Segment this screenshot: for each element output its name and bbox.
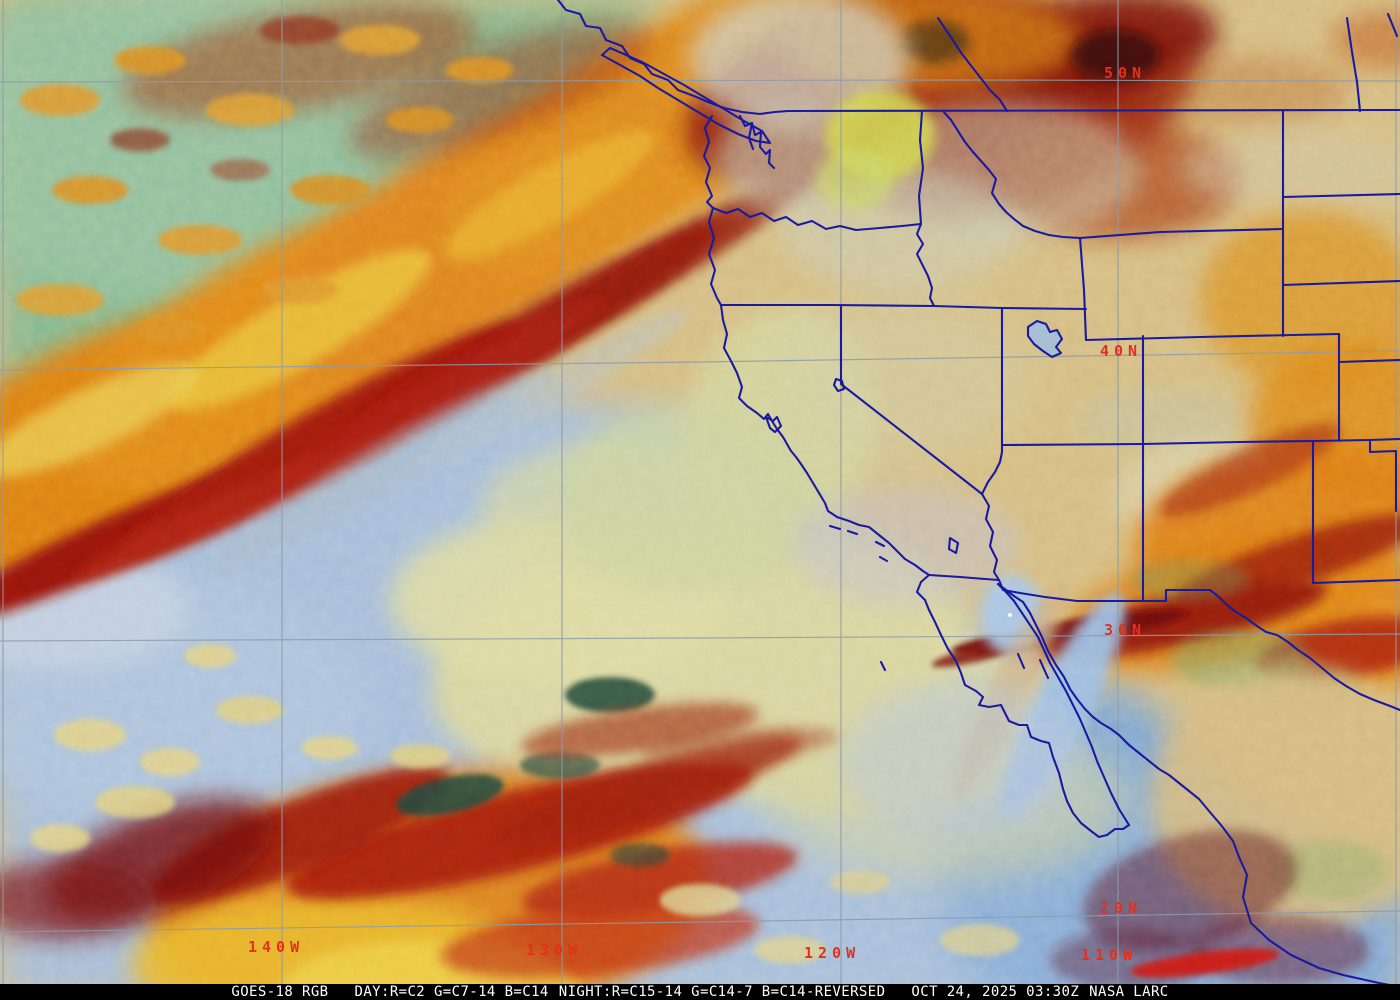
canada-border [786,12,1400,113]
lat-label-40n: 40N [1100,342,1143,360]
sd-ne-border [1281,279,1400,287]
lat-label-20n: 20N [1100,899,1143,917]
oklahoma-panhandle-border [1368,438,1398,513]
salton-sea [947,536,960,555]
california-nevada-border [839,303,984,496]
pacific-coastline [702,114,931,672]
oregon-idaho-border [915,222,936,308]
san-francisco-bay [764,415,783,434]
lon-label-110w: 110W [1081,946,1138,964]
caption-datetime: OCT 24, 2025 03:30Z [911,984,1080,1000]
lon-label-120w: 120W [804,944,861,962]
nebraska-kansas-border [1337,358,1400,364]
41n-borders [1084,332,1341,342]
lat-label-30n: 30N [1104,621,1147,639]
lon-label-130w: 130W [526,941,583,959]
newmexico-texas-border [1311,439,1400,585]
washington-idaho-border [917,109,925,226]
baja-california-coastline [915,573,1131,839]
37n-borders [1000,437,1400,447]
mexico-mainland-coastline [1021,600,1400,989]
caption-night-recipe: NIGHT:R=C15-14 G=C14-7 B=C14-REVERSED [558,984,886,1000]
washington-oregon-border [711,206,923,232]
lake-tahoe [832,377,846,393]
vancouver-island [600,46,772,145]
latitude-gridlines [0,79,1400,933]
lon-label-140w: 140W [248,938,305,956]
california-arizona-border [980,492,1001,582]
great-salt-lake [1026,319,1064,359]
lat-label-50n: 50N [1104,64,1147,82]
idaho-montana-border [941,109,1082,240]
bc-coastline [556,0,790,116]
montana-wyoming-border [1078,227,1285,240]
caption-credit: NASA LARC [1089,984,1169,1000]
nd-sd-border [1281,192,1400,199]
idaho-wyoming-border [1078,236,1088,342]
42n-borders [720,303,1088,311]
offshore-islands [828,524,889,672]
gulf-islands [1016,652,1050,680]
nevada-arizona-border [980,443,1004,496]
caption-product: GOES-18 RGB [231,984,329,1000]
mexico-border-and-rio-grande [927,573,1400,712]
puget-sound [738,114,776,170]
caption-bar: GOES-18 RGB DAY:R=C2 G=C7-14 B=C14 NIGHT… [0,984,1400,1000]
caption-day-recipe: DAY:R=C2 G=C7-14 B=C14 [354,984,549,1000]
state-borders [711,109,1400,602]
